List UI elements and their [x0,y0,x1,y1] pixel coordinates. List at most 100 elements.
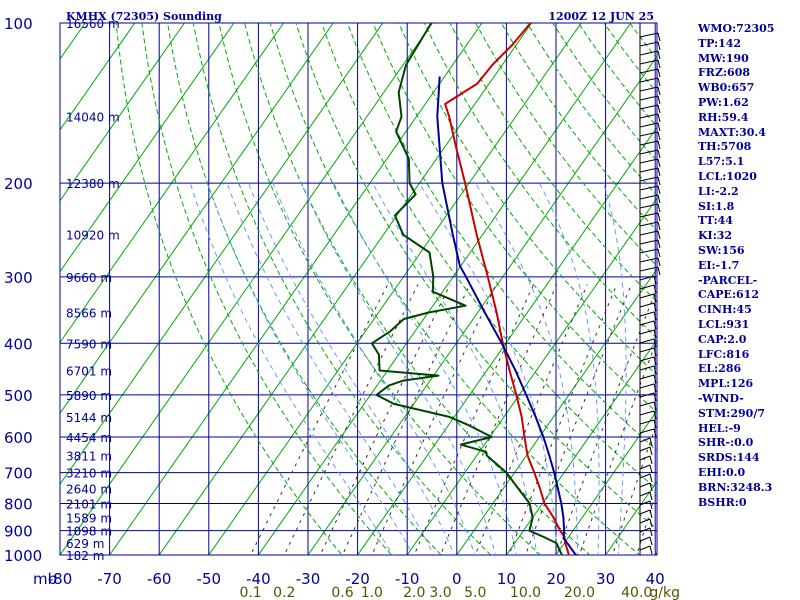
wind-barb-shaft [639,68,659,74]
wind-barb-shaft [639,302,655,308]
height-label: 16560 m [66,17,120,31]
wind-barb [639,482,653,492]
index-item: WMO:72305 [698,22,775,35]
index-item: FRZ:608 [698,66,751,80]
wind-barb [639,194,661,204]
sounding-series [370,23,580,555]
moist-adiabat-line [226,182,435,555]
parcel-line [436,76,580,555]
mixing-ratio-line [556,286,657,555]
isotherm-group [60,23,657,555]
mixing-ratio-tick-label: 20.0 [564,585,595,600]
wind-barb-shaft [639,257,659,263]
wind-barb [639,500,653,510]
temperature-tick-label: -30 [296,570,321,588]
wind-barb-flag [653,284,657,294]
wind-barb-flag [653,347,657,357]
mixing-ratio-line [319,284,451,555]
wind-barb-flag [657,113,661,123]
wind-barb-shaft [639,59,659,65]
mixing-ratio-tick-label: 2.0 [403,585,425,600]
height-label: 1098 m [66,525,112,539]
wind-barb [639,356,657,366]
index-item: L57:5.1 [698,155,745,169]
wind-barb-shaft [639,347,655,353]
wind-barb [639,347,657,357]
wind-barb-shaft [639,536,651,542]
wind-barb-shaft [639,410,655,416]
wind-barb-shaft [639,266,659,272]
wind-barb-shaft [639,158,659,164]
index-item: CAPE:612 [698,288,759,302]
isotherm-line [60,23,285,344]
wind-barb-flag [657,221,661,231]
wind-barb [639,473,653,483]
wind-barb-shaft [639,131,659,137]
height-label: 10920 m [66,229,120,243]
isotherm-line [60,23,433,555]
wind-barb [639,167,661,177]
wind-barb-shaft [639,230,659,236]
wind-barb-shaft [639,86,659,92]
pressure-tick-label: 200 [4,175,33,193]
height-label: 8566 m [66,306,112,320]
wind-barb-flag [649,491,653,501]
height-label: 5890 m [66,389,112,403]
wind-barb-shaft [639,293,655,299]
wind-barb-flag [649,500,653,510]
wind-barb [639,59,661,69]
wind-barb-flag [657,203,661,213]
index-item: LCL:931 [698,317,750,331]
height-label: 7590 m [66,337,112,351]
mixing-ratio-tick-label: 3.0 [429,585,451,600]
isobar-isotherm-grid [59,22,658,556]
index-item: CINH:45 [698,303,752,317]
height-label: 1589 m [66,511,112,525]
wind-barb [639,32,661,42]
wind-barb-flag [657,86,661,96]
wind-barb [639,536,653,546]
dry-adiabat-line [141,23,393,555]
isotherm-line [60,23,384,486]
wind-barb-shaft [639,374,655,380]
wind-barb [639,131,661,141]
wind-barb [639,437,653,447]
wind-barb [639,86,661,96]
wind-barb [639,113,661,123]
wind-barb-flag [657,122,661,132]
wind-barb-flag [657,50,661,60]
wind-barb [639,68,661,78]
wind-barb-flag [649,446,653,456]
temperature-tick-label: -50 [197,570,222,588]
indices-panel: WMO:72305 TP:142 MW:190 FRZ:608 WB0:657 PW:1.… [698,22,798,510]
wind-barb-flag [657,167,661,177]
adiabat-lines [115,23,657,555]
wind-barb-flag [653,401,657,411]
temperature-tick-label: -70 [97,570,122,588]
pressure-tick-label: 600 [4,429,33,447]
wind-barb-shaft [639,122,659,128]
wind-barb-flag [657,194,661,204]
wind-barb [639,338,657,348]
index-item: BRN:3248.3 [698,480,773,494]
station-title: KMHX (72305) Sounding [66,10,222,23]
wind-barb [639,545,653,555]
moist-adiabat-line [475,182,579,555]
wind-barb-shaft [639,500,651,506]
index-item: EHI:0.0 [698,465,746,479]
pressure-tick-label: 700 [4,465,33,483]
isotherm-line [60,23,185,202]
wind-barb-flag [653,311,657,321]
wind-barb-flag [657,185,661,195]
wind-barb-flag [649,527,653,537]
wind-barb-shaft [639,527,651,533]
wind-barb-shaft [639,239,659,245]
index-item: SW:156 [698,243,745,257]
wind-barb-flag [657,257,661,267]
wind-barb [639,374,657,384]
height-label: 14040 m [66,111,120,125]
index-item: MPL:126 [698,377,754,391]
wind-barb [639,140,661,150]
index-item: STM:290/7 [698,406,765,420]
wind-barb-flag [657,176,661,186]
